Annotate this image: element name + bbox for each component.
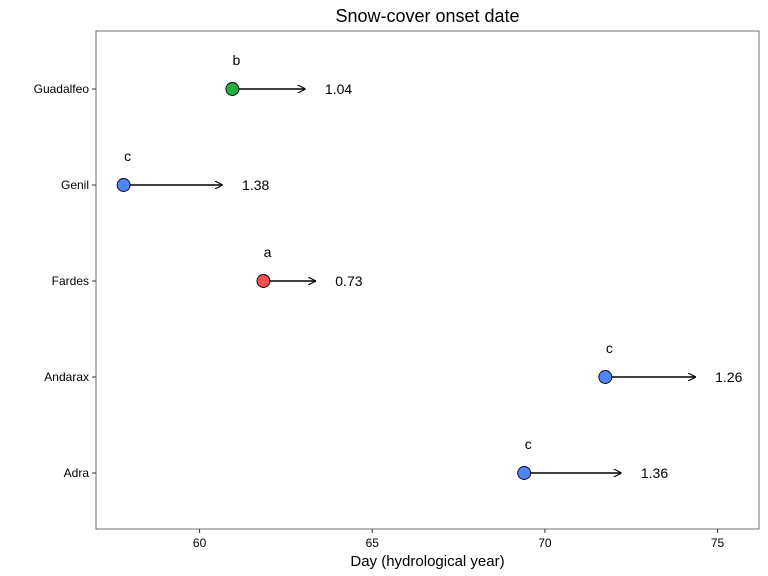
x-tick-label: 75 [711,536,725,550]
x-axis-title: Day (hydrological year) [350,553,504,570]
y-tick-label: Adra [64,466,90,480]
y-tick-label: Fardes [52,274,89,288]
chart-title: Snow-cover onset date [335,6,519,26]
x-axis: 60 65 70 75 [193,529,725,550]
group-label: b [233,52,241,68]
group-label: c [124,148,131,164]
data-marks: b 1.04 c 1.38 a 0.73 c 1.26 c 1.36 [116,52,743,481]
value-label: 1.36 [641,465,668,481]
onset-point [598,370,613,384]
y-tick-label: Genil [61,178,89,192]
plot-panel [95,30,760,530]
x-tick-label: 65 [366,536,380,550]
value-label: 1.04 [325,81,352,97]
onset-point [517,466,532,480]
y-tick-label: Guadalfeo [34,82,90,96]
group-label: c [525,436,532,452]
y-tick-label: Andarax [44,370,89,384]
x-tick-label: 70 [538,536,552,550]
onset-point [256,274,271,288]
value-label: 1.38 [242,177,269,193]
group-label: c [606,340,613,356]
onset-point [116,178,131,192]
group-label: a [264,244,272,260]
value-label: 0.73 [335,273,362,289]
x-tick-label: 60 [193,536,207,550]
onset-point [225,82,240,96]
y-axis: Guadalfeo Genil Fardes Andarax Adra [34,82,96,480]
value-label: 1.26 [715,369,742,385]
